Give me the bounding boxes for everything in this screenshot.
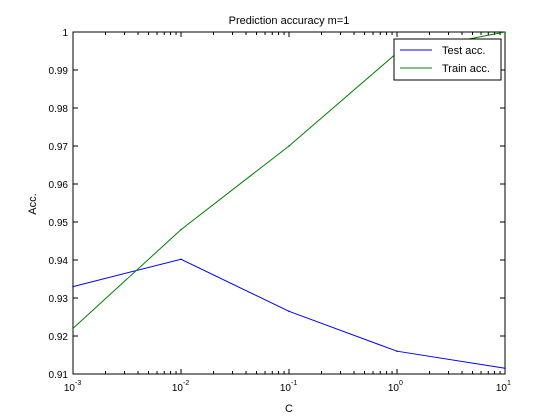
legend-box	[393, 38, 502, 81]
y-tick-label: 0.94	[49, 256, 69, 267]
legend: Test acc. Train acc.	[393, 38, 502, 81]
x-tick-exponent: -3	[75, 380, 81, 387]
data-point	[288, 145, 290, 147]
x-tick-exponent: -2	[183, 380, 189, 387]
y-tick-label: 0.93	[49, 294, 69, 305]
x-tick-exponent: 0	[399, 380, 403, 387]
data-point	[72, 285, 74, 288]
y-tick-label: 0.96	[49, 180, 69, 191]
data-point	[72, 327, 74, 330]
data-point	[288, 310, 290, 313]
x-axis-label: C	[285, 403, 293, 415]
x-tick-label: 10	[496, 383, 508, 394]
data-point	[504, 367, 506, 370]
data-point	[180, 228, 182, 231]
x-tick-label: 10	[388, 383, 400, 394]
x-tick-label: 10	[172, 383, 184, 394]
y-axis-label: Acc.	[27, 193, 39, 214]
y-tick-label: 0.98	[49, 104, 69, 115]
data-point	[396, 350, 398, 353]
data-point	[180, 258, 182, 261]
x-tick-label: 10	[280, 383, 292, 394]
y-tick-label: 0.91	[49, 370, 69, 381]
y-tick-label: 0.99	[49, 66, 69, 77]
plot-area	[72, 31, 506, 375]
y-tick-label: 0.92	[49, 332, 69, 343]
y-tick-label: 0.95	[49, 218, 69, 229]
legend-label-1: Test acc.	[442, 45, 485, 57]
data-point	[504, 31, 506, 33]
x-tick-label: 10	[64, 383, 76, 394]
y-tick-label: 0.97	[49, 142, 69, 153]
x-tick-exponent: -1	[291, 380, 297, 387]
x-tick-exponent: 1	[507, 380, 511, 387]
y-tick-label: 1	[62, 28, 68, 39]
chart-title: Prediction accuracy m=1	[229, 15, 350, 27]
legend-label-2: Train acc.	[442, 63, 490, 75]
